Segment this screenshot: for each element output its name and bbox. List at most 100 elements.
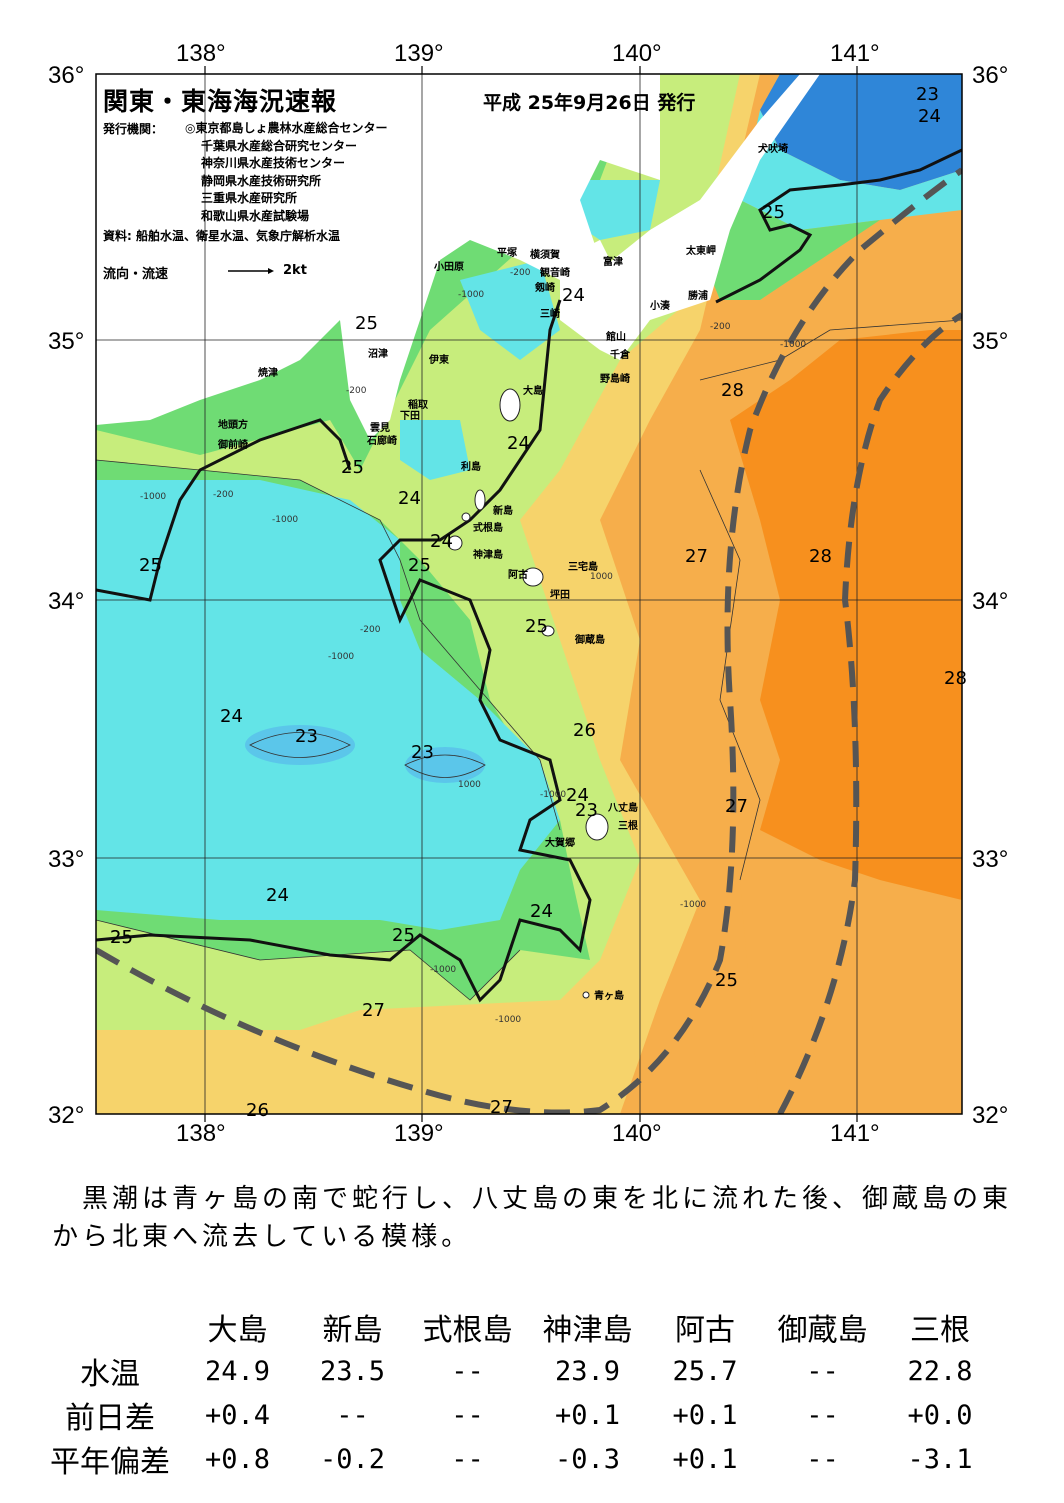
isotherm-label: 25 [525,616,548,637]
lon-label-top-139: 139° [394,40,444,67]
map-title: 関東・東海海況速報 [103,87,338,116]
column-header: 阿古 [675,1313,735,1348]
issuer-item: 和歌山県水産試験場 [201,208,310,223]
column-header: 新島 [322,1313,383,1348]
place-label: 雲見 [370,423,390,434]
isotherm-label: 25 [762,202,785,223]
land-honshu [96,74,660,425]
legend-arrow [228,268,274,274]
place-label: 伊東 [429,355,449,366]
isotherm-label: 25 [139,555,162,576]
depth-label: 1000 [590,572,613,582]
place-label: 三宅島 [568,562,598,573]
table-cell: -- [336,1399,369,1431]
table-row: 水温 24.9 23.5 -- 23.9 25.7 -- 22.8 [40,1349,995,1393]
sea-temperature-map: 138° 139° 140° 141° 138° 139° 140° 141° … [48,40,1009,1147]
isotherm-label: 24 [566,785,589,806]
zone-23 [96,480,560,930]
place-label: 富津 [603,257,623,268]
isotherm-label: 25 [392,925,415,946]
place-label: 太東岬 [686,246,716,257]
isotherm-label: 27 [725,796,748,817]
place-label: 青ヶ島 [594,991,624,1002]
table-cell: -- [806,1443,839,1475]
cold-core-west [245,725,355,765]
issuer-item: 千葉県水産総合研究センター [201,138,358,153]
land-boso [600,74,820,360]
depth-label: 1000 [458,780,481,790]
map-canvas [95,66,963,1122]
issuer-item: 三重県水産研究所 [201,191,298,206]
table-cell: +0.1 [554,1399,621,1431]
depth-label: -1000 [430,965,457,975]
isotherm-label: 28 [721,380,744,401]
legend-label: 流向・流速 [103,267,169,282]
row-header: 平年偏差 [50,1445,170,1480]
lat-label-left-34: 34° [48,588,85,615]
issuer-item: ◎東京都島しょ農林水産総合センター [185,121,388,135]
lon-label-bottom-140: 140° [612,1120,662,1147]
isotherm-label: 24 [562,285,585,306]
issuer-list: ◎東京都島しょ農林水産総合センター 千葉県水産総合研究センター 神奈川県水産技術… [185,120,387,226]
depth-label: -200 [213,490,234,500]
isotherm-label: 26 [246,1100,269,1121]
depth-label: -1000 [328,652,355,662]
map-frame [95,73,963,1115]
depth-label: -1000 [540,790,567,800]
place-label: 稲取 [408,400,428,411]
lat-label-left-32: 32° [48,1102,85,1129]
legend-speed: 2kt [283,263,307,278]
graticule [96,74,962,1114]
place-label: 御前崎 [218,440,248,451]
table-cell: 25.7 [672,1355,738,1387]
column-header: 式根島 [422,1313,513,1348]
table-cell: +0.0 [907,1399,973,1431]
place-label: 阿古 [508,570,528,581]
lat-label-left-35: 35° [48,328,85,355]
isotherm-label: 24 [220,706,243,727]
table-row: 前日差 +0.4 -- -- +0.1 +0.1 -- +0.0 [40,1393,995,1437]
isotherm-label: 23 [411,742,434,763]
isotherm-label: 25 [355,313,378,334]
place-label: 千倉 [610,350,630,361]
place-label: 平塚 [497,248,517,259]
place-label: 下田 [400,411,420,422]
table-cell: -- [451,1399,484,1431]
place-label: 観音崎 [540,268,570,279]
column-header: 御蔵島 [777,1313,868,1348]
place-label: 地頭方 [218,420,248,431]
isotherm-label: 23 [295,726,318,747]
lat-label-left-33: 33° [48,846,85,873]
isotherm-label: 24 [507,433,530,454]
lat-label-left-36: 36° [48,62,85,89]
table-cell: -3.1 [907,1443,973,1475]
table-cell: +0.8 [204,1443,271,1475]
place-label: 犬吠埼 [758,144,788,155]
place-label: 大賀郷 [545,838,575,849]
temperature-fill [96,74,962,1114]
isotherm-label: 25 [408,555,431,576]
place-label: 神津島 [473,550,503,561]
lat-label-right-36: 36° [972,62,1009,89]
column-header: 大島 [207,1313,268,1348]
place-label: 三崎 [540,309,560,320]
land-izu [340,310,400,440]
observation-table: 大島 新島 式根島 神津島 阿古 御蔵島 三根 水温 24.9 23.5 -- … [40,1305,995,1481]
depth-label: -200 [710,322,731,332]
axis-ticks [204,66,858,1122]
place-label: 館山 [606,332,626,343]
isotherm-label: 24 [398,488,421,509]
place-label: 八丈島 [608,803,638,814]
lat-label-right-35: 35° [972,328,1009,355]
table-cell: +0.1 [672,1443,738,1475]
isotherm-label: 25 [110,927,133,948]
lat-label-right-32: 32° [972,1102,1009,1129]
table-corner [40,1305,180,1349]
data-source: 資料: 船舶水温、衛星水温、気象庁解析水温 [103,229,340,243]
column-header: 神津島 [542,1313,633,1348]
isotherm-label: 27 [362,1000,385,1021]
zone-24-ne [700,200,880,300]
table-cell: 23.9 [554,1355,621,1387]
depth-label: -200 [360,625,381,635]
isotherm-label: 24 [430,531,453,552]
